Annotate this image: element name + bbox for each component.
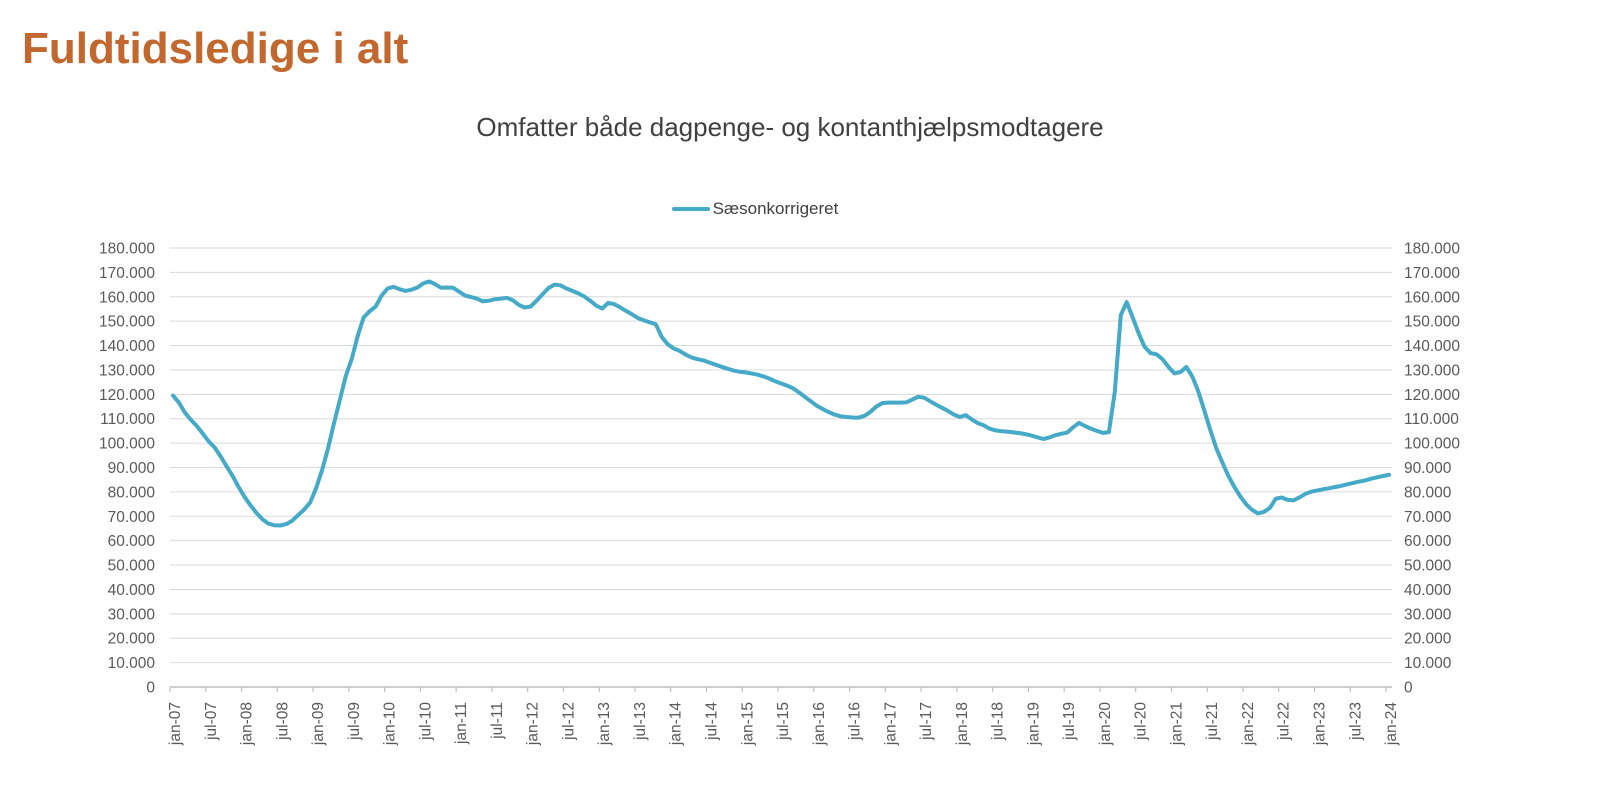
y-axis-tick-label-right: 10.000 bbox=[1404, 655, 1452, 672]
y-axis-tick-label-left: 80.000 bbox=[108, 484, 156, 501]
x-axis-tick-label: jan-22 bbox=[1240, 702, 1257, 746]
x-axis-tick-label: jul-20 bbox=[1133, 702, 1150, 741]
x-axis-tick-label: jul-14 bbox=[703, 702, 720, 741]
x-axis-tick-label: jul-21 bbox=[1204, 702, 1221, 741]
legend-label: Sæsonkorrigeret bbox=[712, 199, 839, 218]
x-axis-tick-label: jan-20 bbox=[1097, 702, 1114, 746]
y-axis-tick-label-right: 130.000 bbox=[1404, 362, 1460, 379]
y-axis-tick-label-right: 180.000 bbox=[1404, 241, 1460, 258]
y-axis-tick-label-right: 170.000 bbox=[1404, 265, 1460, 282]
x-axis-tick-label: jan-21 bbox=[1168, 702, 1185, 746]
x-axis-tick-label: jul-19 bbox=[1061, 702, 1078, 741]
y-axis-tick-label-right: 110.000 bbox=[1404, 411, 1459, 428]
y-axis-tick-label-left: 140.000 bbox=[99, 338, 155, 355]
y-axis-tick-label-left: 130.000 bbox=[99, 362, 155, 379]
y-axis-tick-label-right: 70.000 bbox=[1404, 509, 1452, 526]
y-axis-tick-label-left: 60.000 bbox=[108, 533, 156, 550]
y-axis-tick-label-left: 110.000 bbox=[100, 411, 155, 428]
x-axis-tick-label: jan-24 bbox=[1383, 702, 1400, 746]
y-axis-tick-label-left: 30.000 bbox=[108, 606, 156, 623]
x-axis-tick-label: jan-15 bbox=[739, 702, 756, 746]
x-axis-tick-label: jan-23 bbox=[1312, 702, 1329, 746]
x-axis-tick-label: jan-19 bbox=[1025, 702, 1042, 746]
x-axis-tick-label: jul-11 bbox=[489, 702, 506, 740]
y-axis-tick-label-right: 150.000 bbox=[1404, 314, 1460, 331]
x-axis-tick-label: jul-09 bbox=[346, 702, 363, 741]
y-axis-tick-label-left: 40.000 bbox=[108, 582, 156, 599]
x-axis-tick-label: jan-18 bbox=[954, 702, 971, 746]
series-line-saesonkorrigeret bbox=[171, 279, 1391, 528]
y-axis-tick-label-right: 20.000 bbox=[1404, 631, 1452, 648]
legend-line-marker bbox=[671, 207, 710, 211]
x-axis-tick-label: jul-07 bbox=[203, 702, 220, 741]
x-axis-tick-label: jul-13 bbox=[632, 702, 649, 741]
y-axis-tick-label-right: 80.000 bbox=[1404, 484, 1452, 501]
x-axis-tick-label: jul-16 bbox=[847, 702, 864, 741]
y-axis-tick-label-left: 120.000 bbox=[99, 387, 155, 404]
page-title: Fuldtidsledige i alt bbox=[22, 24, 409, 73]
chart-title: Omfatter både dagpenge- og kontanthjælps… bbox=[476, 112, 1104, 142]
y-axis-tick-label-left: 20.000 bbox=[108, 631, 156, 648]
y-axis-tick-label-left: 180.000 bbox=[99, 241, 155, 258]
x-axis-tick-label: jan-14 bbox=[668, 702, 685, 746]
y-axis-tick-label-left: 100.000 bbox=[99, 436, 155, 453]
legend: Sæsonkorrigeret bbox=[135, 199, 1375, 219]
y-axis-tick-label-right: 0 bbox=[1404, 680, 1413, 697]
y-axis-tick-label-right: 50.000 bbox=[1404, 558, 1452, 575]
y-axis-tick-label-left: 70.000 bbox=[108, 509, 156, 526]
x-axis-tick-label: jan-16 bbox=[811, 702, 828, 746]
y-axis-tick-label-left: 150.000 bbox=[99, 314, 155, 331]
y-axis-tick-label-left: 50.000 bbox=[108, 558, 156, 575]
x-axis-tick-label: jul-15 bbox=[775, 702, 792, 741]
y-axis-tick-label-right: 160.000 bbox=[1404, 289, 1460, 306]
y-axis-tick-label-right: 60.000 bbox=[1404, 533, 1452, 550]
x-axis-tick-label: jan-12 bbox=[525, 702, 542, 746]
y-axis-tick-label-right: 140.000 bbox=[1404, 338, 1460, 355]
y-axis-tick-label-left: 160.000 bbox=[99, 289, 155, 306]
x-axis-tick-label: jul-23 bbox=[1347, 702, 1364, 741]
y-axis-tick-label-right: 90.000 bbox=[1404, 460, 1452, 477]
x-axis-tick-label: jul-22 bbox=[1276, 702, 1293, 741]
x-axis-tick-label: jan-17 bbox=[882, 702, 899, 746]
x-axis-tick-label: jan-09 bbox=[310, 702, 327, 746]
x-axis-tick-label: jan-07 bbox=[167, 702, 184, 746]
x-axis-tick-label: jul-18 bbox=[990, 702, 1007, 741]
x-axis-tick-label: jul-12 bbox=[560, 702, 577, 741]
y-axis-tick-label-right: 30.000 bbox=[1404, 606, 1452, 623]
y-axis-tick-label-left: 90.000 bbox=[108, 460, 156, 477]
x-axis-tick-label: jan-10 bbox=[382, 702, 399, 746]
y-axis-tick-label-left: 170.000 bbox=[99, 265, 155, 282]
x-axis-tick-label: jul-17 bbox=[918, 702, 935, 741]
y-axis-tick-label-right: 120.000 bbox=[1404, 387, 1460, 404]
x-axis-tick-label: jul-08 bbox=[274, 702, 291, 741]
x-axis-tick-label: jan-13 bbox=[596, 702, 613, 746]
x-axis-tick-label: jan-08 bbox=[239, 702, 256, 746]
y-axis-tick-label-left: 0 bbox=[146, 680, 155, 697]
y-axis-tick-label-right: 40.000 bbox=[1404, 582, 1452, 599]
y-axis-tick-label-left: 10.000 bbox=[108, 655, 156, 672]
x-axis-tick-label: jul-10 bbox=[417, 702, 434, 741]
x-axis-tick-label: jan-11 bbox=[453, 702, 470, 745]
y-axis-tick-label-right: 100.000 bbox=[1404, 436, 1460, 453]
